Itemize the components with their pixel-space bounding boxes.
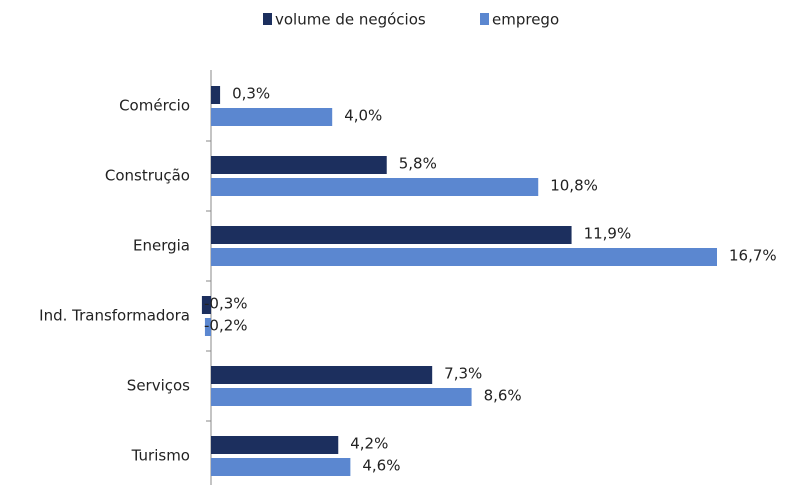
value-label: 4,0% [344,107,382,125]
bar [211,86,221,104]
value-label: 16,7% [729,247,777,265]
value-label: 7,3% [444,365,482,383]
legend-label: emprego [492,11,559,29]
value-label: 4,6% [362,457,400,475]
bar [211,108,333,126]
bar [211,458,351,476]
category-label: Ind. Transformadora [39,307,190,325]
category-label: Construção [105,167,190,185]
bar [211,156,387,174]
value-label: -0,3% [204,295,248,313]
category-label: Turismo [131,447,190,465]
legend-swatch [480,13,489,25]
bar [211,366,433,384]
bar [211,436,339,454]
bar [211,178,539,196]
value-label: 10,8% [550,177,598,195]
value-label: 11,9% [584,225,632,243]
value-label: 8,6% [484,387,522,405]
value-label: 0,3% [232,85,270,103]
bar [211,248,717,266]
legend-swatch [263,13,272,25]
value-label: 4,2% [350,435,388,453]
category-label: Comércio [119,97,190,115]
category-label: Serviços [127,377,190,395]
bar [211,388,472,406]
category-label: Energia [133,237,190,255]
bar [211,226,572,244]
bar [204,318,211,336]
legend-label: volume de negócios [275,11,426,29]
value-label: -0,2% [204,317,248,335]
value-label: 5,8% [399,155,437,173]
bar [201,296,211,314]
